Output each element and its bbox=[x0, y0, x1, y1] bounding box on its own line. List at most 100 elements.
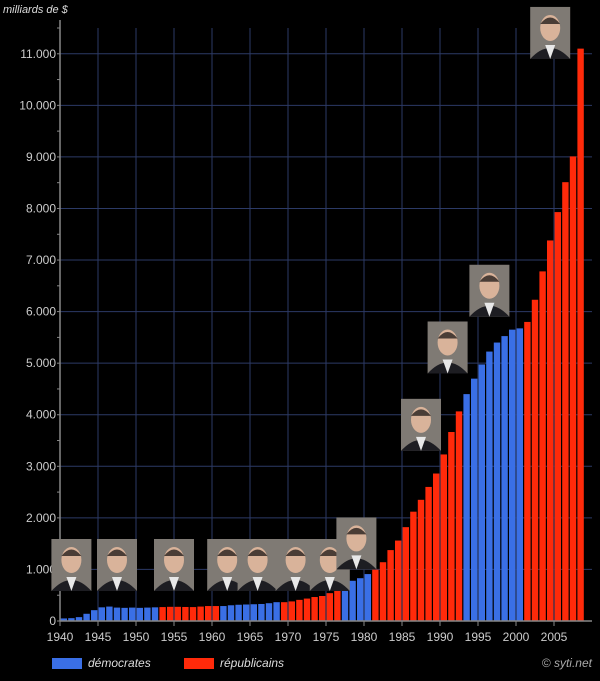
bar-democrat bbox=[273, 602, 280, 621]
bar-republican bbox=[205, 606, 212, 621]
bar-republican bbox=[372, 569, 379, 621]
bar-republican bbox=[410, 511, 417, 621]
bar-democrat bbox=[478, 364, 485, 621]
bar-democrat bbox=[113, 607, 121, 621]
bar-republican bbox=[174, 606, 181, 621]
bar-republican bbox=[182, 606, 189, 621]
bar-democrat bbox=[91, 610, 98, 621]
y-tick-label: 5.000 bbox=[26, 356, 56, 370]
president-portrait-icon bbox=[427, 321, 468, 374]
bar-democrat bbox=[250, 604, 257, 621]
y-tick-label: 11.000 bbox=[20, 47, 56, 61]
bar-republican bbox=[319, 595, 326, 621]
bar-republican bbox=[387, 550, 394, 621]
y-tick-label: 2.000 bbox=[26, 511, 56, 525]
bar-republican bbox=[395, 540, 402, 621]
x-tick-label: 1990 bbox=[427, 630, 454, 644]
bar-democrat bbox=[121, 607, 128, 621]
x-tick-label: 1955 bbox=[161, 630, 188, 644]
bar-republican bbox=[296, 599, 303, 621]
bar-democrat bbox=[98, 607, 105, 621]
y-tick-label: 3.000 bbox=[26, 459, 56, 473]
president-portrait-icon bbox=[336, 517, 377, 570]
bar-republican bbox=[379, 562, 387, 621]
bar-democrat bbox=[129, 607, 136, 621]
credit-text: © syti.net bbox=[541, 656, 592, 670]
bar-democrat bbox=[243, 604, 250, 621]
x-tick-label: 1970 bbox=[275, 630, 302, 644]
x-tick-label: 1940 bbox=[47, 630, 74, 644]
bar-republican bbox=[569, 156, 577, 621]
bar-democrat bbox=[258, 603, 265, 621]
bar-republican bbox=[539, 271, 546, 621]
bar-republican bbox=[159, 607, 166, 621]
bar-democrat bbox=[136, 607, 143, 621]
bar-democrat bbox=[60, 618, 67, 621]
y-axis-unit-label: milliards de $ bbox=[3, 4, 68, 16]
bar-republican bbox=[281, 602, 288, 621]
bar-democrat bbox=[364, 574, 371, 621]
legend-item-democrats: démocrates bbox=[52, 656, 151, 670]
bar-democrat bbox=[227, 605, 235, 621]
bar-republican bbox=[524, 321, 531, 621]
y-tick-label: 1.000 bbox=[26, 562, 56, 576]
legend-label-democrats: démocrates bbox=[88, 656, 151, 670]
bar-republican bbox=[402, 527, 409, 621]
bar-democrat bbox=[357, 578, 364, 621]
bar-democrat bbox=[265, 603, 273, 621]
x-tick-label: 1985 bbox=[389, 630, 416, 644]
bar-republican bbox=[448, 432, 455, 621]
bar-democrat bbox=[341, 584, 349, 621]
x-tick-label: 1975 bbox=[313, 630, 340, 644]
bar-republican bbox=[562, 182, 569, 621]
bar-republican bbox=[577, 48, 584, 621]
x-tick-label: 1995 bbox=[465, 630, 492, 644]
y-tick-label: 10.000 bbox=[19, 98, 56, 112]
y-tick-label: 6.000 bbox=[26, 305, 56, 319]
president-portrait-icon bbox=[469, 264, 510, 317]
bar-republican bbox=[303, 598, 311, 621]
democrats-swatch bbox=[52, 657, 82, 669]
y-tick-label: 7.000 bbox=[26, 253, 56, 267]
y-tick-label: 8.000 bbox=[26, 201, 56, 215]
bar-republican bbox=[334, 588, 341, 621]
bar-democrat bbox=[493, 342, 501, 621]
bar-republican bbox=[326, 593, 333, 621]
president-portrait-icon bbox=[97, 539, 137, 591]
president-portrait-icon bbox=[237, 539, 278, 591]
x-tick-label: 1965 bbox=[237, 630, 264, 644]
president-portrait-icon bbox=[275, 539, 316, 591]
bar-republican bbox=[547, 240, 554, 621]
bar-republican bbox=[197, 606, 204, 621]
bar-democrat bbox=[471, 378, 478, 621]
x-tick-label: 1950 bbox=[123, 630, 150, 644]
bar-republican bbox=[288, 601, 295, 621]
bar-republican bbox=[212, 606, 219, 621]
bar-democrat bbox=[220, 606, 227, 621]
bar-republican bbox=[311, 597, 318, 621]
y-tick-label: 4.000 bbox=[26, 408, 56, 422]
y-tick-label: 9.000 bbox=[26, 150, 56, 164]
bar-democrat bbox=[463, 394, 470, 621]
bar-republican bbox=[554, 212, 561, 621]
bar-republican bbox=[425, 486, 432, 621]
bar-democrat bbox=[68, 618, 75, 621]
republicans-swatch bbox=[184, 657, 214, 669]
x-tick-label: 1980 bbox=[351, 630, 378, 644]
president-portrait-icon bbox=[51, 539, 92, 591]
y-tick-label: 0 bbox=[49, 614, 56, 628]
bar-democrat bbox=[349, 580, 356, 621]
bar-republican bbox=[167, 606, 174, 621]
legend-item-republicans: républicains bbox=[184, 656, 284, 670]
president-portrait-icon bbox=[154, 539, 194, 591]
bar-democrat bbox=[106, 606, 113, 621]
president-portrait-icon bbox=[401, 398, 441, 451]
x-tick-label: 2005 bbox=[541, 630, 568, 644]
bar-democrat bbox=[75, 617, 83, 621]
x-tick-label: 2000 bbox=[503, 630, 530, 644]
president-portrait-icon bbox=[530, 6, 571, 59]
bar-democrat bbox=[509, 329, 516, 621]
x-tick-label: 1960 bbox=[199, 630, 226, 644]
x-tick-label: 1945 bbox=[85, 630, 112, 644]
